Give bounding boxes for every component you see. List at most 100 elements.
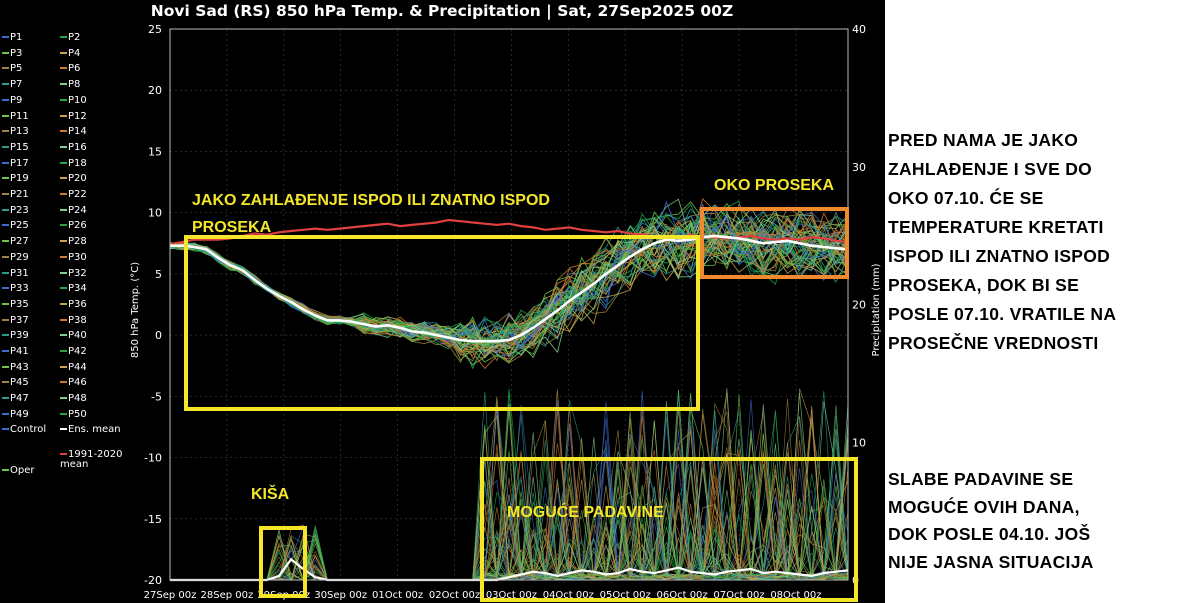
legend-item: P27 xyxy=(2,236,29,247)
note-line: ZAHLAĐENJE I SVE DO xyxy=(888,159,1093,179)
legend-swatch xyxy=(2,397,9,400)
legend-swatch xyxy=(60,114,67,117)
legend-label: P28 xyxy=(68,236,87,248)
legend-label: P43 xyxy=(10,361,29,373)
legend-item: P48 xyxy=(60,393,87,404)
legend-label: P9 xyxy=(10,94,23,106)
legend-item: P20 xyxy=(60,173,87,184)
legend-swatch xyxy=(60,145,67,148)
chart-panel: 25 20 15 10 5 0 -5 -10 -15 -20 40 30 20 10 0 27Sep 00z 2… xyxy=(0,0,885,603)
y2-tick-label: 40 xyxy=(852,23,866,36)
legend-label: P44 xyxy=(68,361,87,373)
legend-label: P16 xyxy=(68,141,87,153)
legend-item: P2 xyxy=(60,32,80,43)
legend-swatch xyxy=(60,318,67,321)
legend-swatch xyxy=(60,193,67,195)
legend-item: P45 xyxy=(2,377,29,388)
precip-mean-line xyxy=(170,557,849,582)
legend-label: P45 xyxy=(10,377,29,389)
legend-item: P29 xyxy=(2,252,29,263)
legend-label: P34 xyxy=(68,283,87,295)
legend-label: P17 xyxy=(10,157,29,169)
chart-title: Novi Sad (RS) 850 hPa Temp. & Precipitat… xyxy=(151,2,733,21)
legend-label: Ens. mean xyxy=(68,424,121,435)
average-period-box xyxy=(700,207,849,279)
legend-item: P31 xyxy=(2,268,29,279)
legend-item: P26 xyxy=(60,220,87,231)
legend-item: P43 xyxy=(2,362,29,373)
x-tick-label: 27Sep 00z xyxy=(144,590,197,601)
x-tick-label: 08Oct 00z xyxy=(770,590,821,601)
y2-tick-label: 20 xyxy=(852,299,866,312)
plot-frame xyxy=(169,28,849,581)
legend-label: P31 xyxy=(10,267,29,279)
legend-item: P24 xyxy=(60,205,87,216)
forecast-note-precipitation: SLABE PADAVINE SE MOGUĆE OVIH DANA, DOK … xyxy=(888,466,1196,576)
legend-swatch xyxy=(2,302,9,305)
legend-swatch xyxy=(60,240,67,243)
legend-swatch xyxy=(60,177,67,180)
y-tick-label: -10 xyxy=(144,452,162,465)
y-tick-label: 15 xyxy=(148,145,162,158)
legend-label: P8 xyxy=(68,79,81,91)
legend-swatch xyxy=(60,51,67,54)
note-line: ISPOD ILI ZNATNO ISPOD xyxy=(888,246,1111,266)
legend-label: P3 xyxy=(10,47,23,59)
legend-item: P16 xyxy=(60,142,87,153)
legend-label: P32 xyxy=(68,267,87,279)
legend-swatch xyxy=(2,255,9,258)
legend-swatch xyxy=(60,428,67,430)
legend-label: P30 xyxy=(68,251,87,263)
legend-label: P24 xyxy=(68,204,87,216)
legend-label: P47 xyxy=(10,393,29,405)
legend-swatch xyxy=(60,83,67,86)
rain-box-label: KIŠA xyxy=(251,484,290,503)
legend-item: P22 xyxy=(60,189,87,200)
note-line: OKO 07.10. ĆE SE xyxy=(888,188,1044,208)
legend-item: P37 xyxy=(2,315,29,326)
legend-swatch xyxy=(2,469,9,471)
legend-label: P33 xyxy=(10,283,29,295)
note-line: TEMPERATURE KRETATI xyxy=(888,217,1104,237)
legend-item: P5 xyxy=(2,63,22,74)
y-tick-label: -15 xyxy=(144,513,162,526)
legend-item: P44 xyxy=(60,362,87,373)
legend-label: P20 xyxy=(68,173,87,185)
legend-swatch xyxy=(60,130,67,133)
legend-label: P38 xyxy=(68,314,87,326)
legend-label: P41 xyxy=(10,346,29,357)
legend-swatch xyxy=(60,397,67,400)
legend-swatch xyxy=(2,365,9,368)
legend-swatch xyxy=(60,271,67,274)
legend-label: P1 xyxy=(10,32,23,43)
legend-swatch xyxy=(60,224,67,227)
legend-swatch xyxy=(2,428,9,430)
y2-tick-label: 10 xyxy=(852,436,866,449)
legend-label: P29 xyxy=(10,251,29,263)
legend-item: P4 xyxy=(60,48,80,59)
legend-swatch xyxy=(2,334,9,337)
legend-label: P36 xyxy=(68,298,87,310)
legend-swatch xyxy=(60,412,67,415)
legend-label: P6 xyxy=(68,63,81,75)
note-line: SLABE PADAVINE SE xyxy=(888,469,1074,489)
legend-label: P19 xyxy=(10,173,29,185)
legend-item: P3 xyxy=(2,48,22,59)
y-axis-label: 850 hPa Temp. (°C) xyxy=(130,262,141,358)
legend-item: P32 xyxy=(60,268,87,279)
x-tick-label: 28Sep 00z xyxy=(201,590,254,601)
y-tick-label: -5 xyxy=(151,390,162,403)
legend-swatch xyxy=(60,208,67,211)
legend-item: P25 xyxy=(2,220,29,231)
x-tick-label: 05Oct 00z xyxy=(600,590,651,601)
legend-label: P35 xyxy=(10,298,29,310)
legend-label: P14 xyxy=(68,126,87,138)
legend-swatch xyxy=(60,67,67,70)
highlight-lines xyxy=(169,218,849,582)
possible-precip-label: MOGUĆE PADAVINE xyxy=(507,502,664,521)
legend-swatch xyxy=(2,381,9,384)
legend-label: P21 xyxy=(10,189,29,200)
legend-swatch xyxy=(2,98,9,101)
note-line: MOGUĆE OVIH DANA, xyxy=(888,496,1080,517)
